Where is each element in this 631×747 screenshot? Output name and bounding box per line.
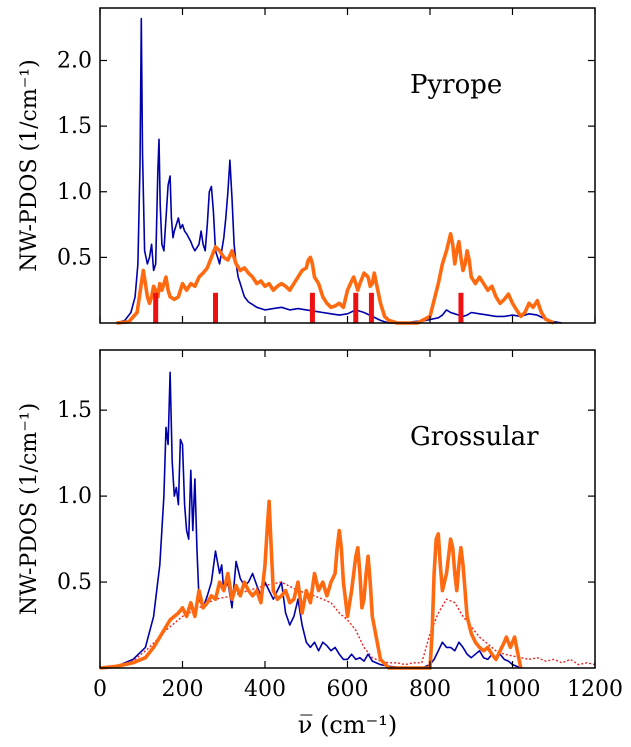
x-tick-label-1-0: 0	[93, 677, 107, 702]
series-line-1-1	[99, 581, 596, 669]
y-tick-label-1-0: 0.5	[57, 570, 92, 595]
series-line-1-0	[99, 371, 522, 669]
x-tick-label-1-2: 400	[244, 677, 286, 702]
x-tick-label-1-4: 800	[409, 677, 451, 702]
series-line-0-0	[116, 17, 563, 324]
panel-annotation-1: Grossular	[410, 422, 539, 452]
x-tick-label-1-1: 200	[162, 677, 204, 702]
y-tick-label-1-2: 1.5	[57, 398, 92, 423]
plot-frame-0	[99, 7, 596, 324]
y-tick-label-1-1: 1.0	[57, 484, 92, 509]
y-tick-label-0-2: 1.5	[57, 114, 92, 139]
y-axis-label-1: NW-PDOS (1/cm⁻¹)	[17, 403, 42, 615]
x-tick-label-1-3: 600	[327, 677, 369, 702]
x-axis-label: ν̅ (cm⁻¹)	[298, 711, 397, 739]
series-line-1-2	[99, 499, 523, 670]
panel-annotation-0: Pyrope	[410, 70, 502, 100]
y-axis-label-0: NW-PDOS (1/cm⁻¹)	[17, 59, 42, 271]
series-line-0-1	[116, 232, 555, 325]
x-tick-label-1-6: 1200	[567, 677, 623, 702]
y-tick-label-0-1: 1.0	[57, 180, 92, 205]
y-tick-label-0-0: 0.5	[57, 245, 92, 270]
x-tick-label-1-5: 1000	[485, 677, 541, 702]
y-tick-label-0-3: 2.0	[57, 49, 92, 74]
